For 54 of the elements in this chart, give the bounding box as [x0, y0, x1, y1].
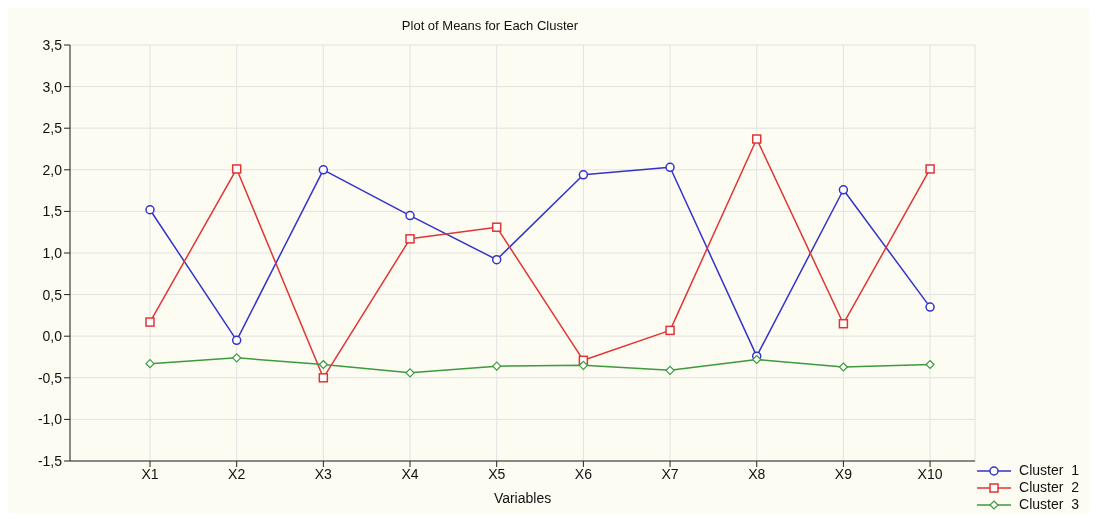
- point: [231, 164, 242, 174]
- point: [665, 325, 675, 336]
- point: [145, 204, 155, 215]
- legend-label: Cluster 3: [1019, 496, 1079, 513]
- y-tick-label: 3,5: [42, 36, 63, 53]
- point: [665, 365, 675, 375]
- x-axis-title: Variables: [493, 490, 552, 506]
- point: [838, 185, 849, 195]
- x-tick-label: X2: [228, 465, 246, 482]
- y-tick-label: 1,0: [42, 244, 63, 261]
- point: [578, 360, 588, 370]
- x-tick-label: X8: [748, 465, 766, 482]
- point: [491, 254, 502, 265]
- y-tick-label: 2,0: [42, 161, 63, 178]
- point: [838, 362, 848, 372]
- point: [578, 170, 589, 180]
- y-tick-label: 3,0: [42, 78, 63, 95]
- point: [405, 368, 415, 378]
- legend-label: Cluster 1: [1019, 462, 1079, 479]
- y-tick-label: -1,5: [37, 452, 63, 469]
- x-tick-label: X10: [917, 465, 943, 482]
- point: [665, 162, 675, 173]
- point: [925, 359, 935, 370]
- x-tick-label: X9: [834, 465, 853, 482]
- y-tick-label: 2,5: [42, 120, 63, 137]
- point: [231, 335, 242, 346]
- point: [318, 373, 329, 383]
- x-tick-label: X1: [141, 465, 159, 482]
- y-tick-label: -1,0: [37, 411, 63, 428]
- point: [318, 165, 329, 175]
- point: [838, 318, 849, 329]
- x-tick-label: X6: [574, 465, 593, 482]
- point: [405, 234, 415, 244]
- y-tick-label: 1,5: [42, 203, 63, 220]
- point: [145, 317, 155, 327]
- y-tick-label: -0,5: [37, 369, 63, 386]
- point: [232, 353, 242, 363]
- x-tick-label: X4: [401, 465, 419, 482]
- point: [318, 359, 328, 370]
- point: [751, 134, 762, 144]
- point: [925, 302, 935, 312]
- x-tick-label: X5: [488, 465, 506, 482]
- point: [925, 164, 935, 174]
- chart-title: Plot of Means for Each Cluster: [400, 18, 580, 33]
- point: [491, 222, 502, 232]
- point: [752, 354, 762, 365]
- point: [405, 210, 415, 221]
- y-tick-label: 0,5: [42, 286, 63, 303]
- point: [145, 359, 155, 369]
- legend-label: Cluster 2: [1019, 479, 1079, 496]
- x-tick-label: X7: [661, 465, 679, 482]
- x-tick-label: X3: [314, 465, 333, 482]
- y-tick-label: 0,0: [42, 328, 63, 345]
- point: [492, 361, 502, 371]
